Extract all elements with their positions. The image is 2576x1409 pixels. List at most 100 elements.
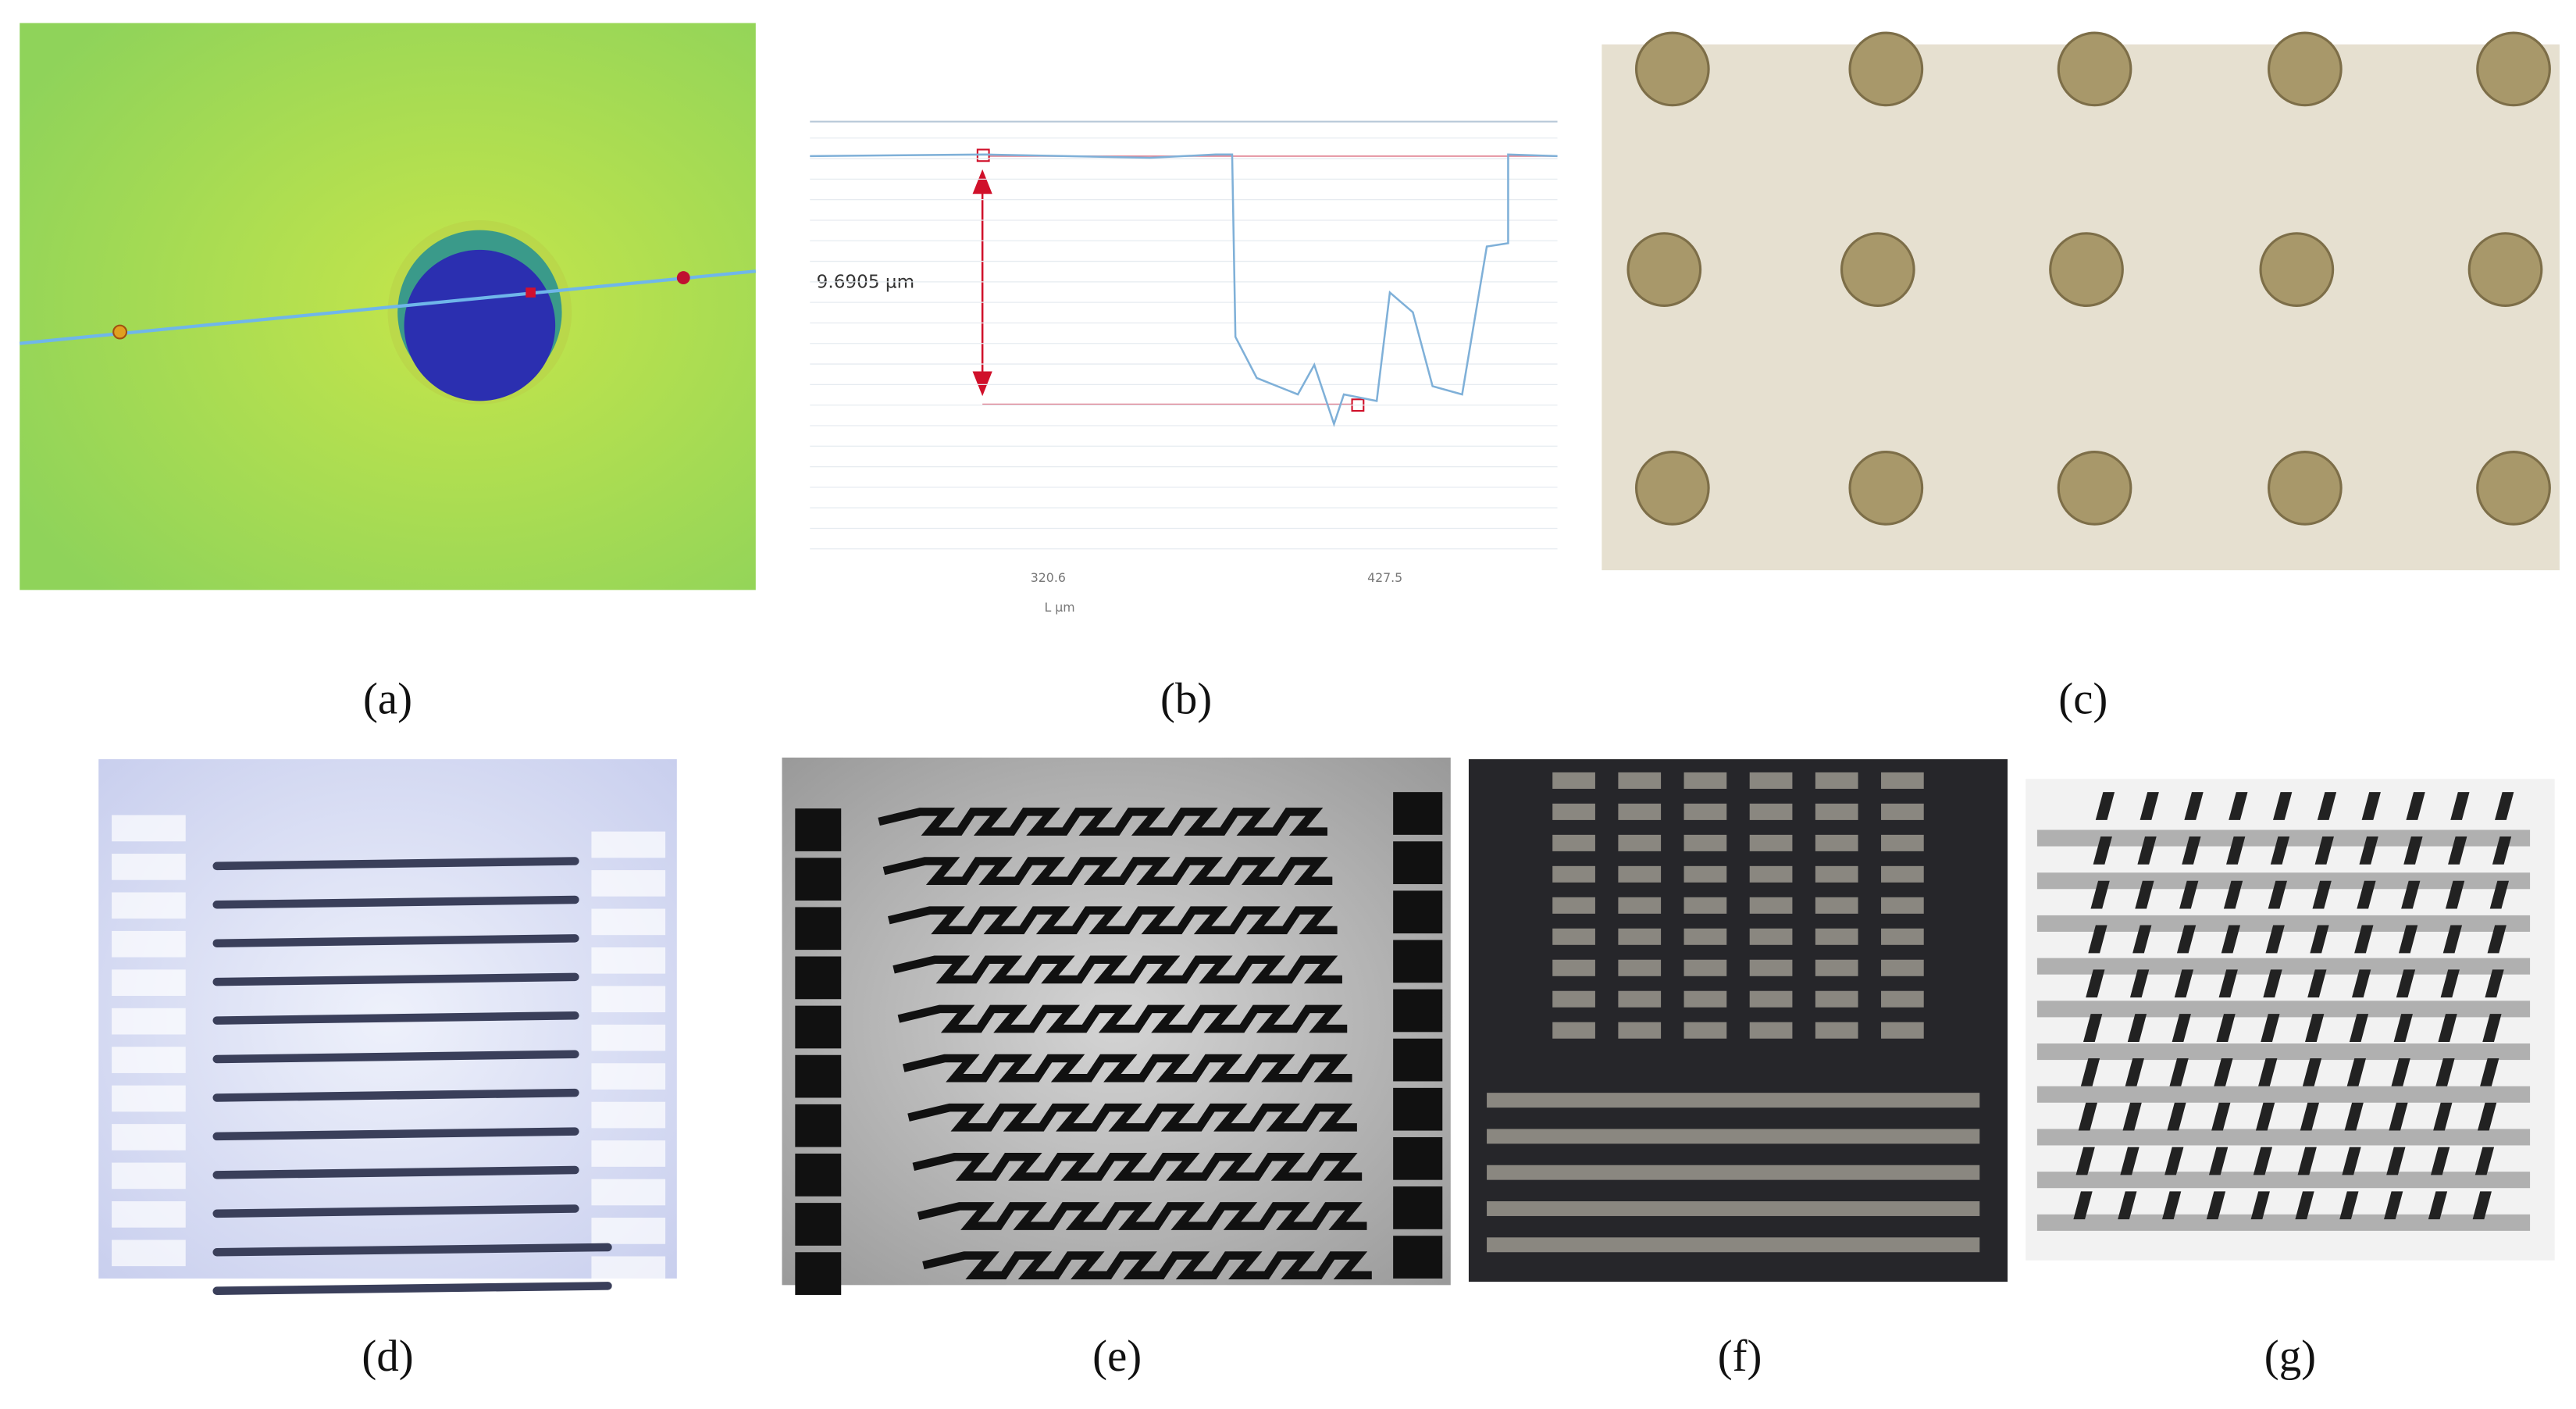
post	[2093, 836, 2112, 865]
trace	[1487, 1093, 1980, 1108]
pad	[591, 1140, 666, 1167]
panel-label: (b)	[1160, 675, 1212, 724]
opening	[1749, 772, 1793, 789]
trace	[912, 1152, 1363, 1181]
post	[2448, 836, 2467, 865]
post	[2221, 925, 2241, 954]
opening	[1552, 772, 1595, 789]
trace	[917, 1202, 1367, 1230]
post	[2118, 1191, 2137, 1220]
pad	[591, 1063, 666, 1090]
opening	[1618, 834, 1662, 851]
pad	[795, 1203, 842, 1246]
opening	[1815, 897, 1858, 914]
opening	[1881, 897, 1924, 914]
opening	[1815, 865, 1858, 883]
panel-e	[782, 757, 1451, 1295]
post	[2218, 969, 2238, 998]
post	[2086, 969, 2105, 998]
post	[2182, 836, 2201, 865]
dot	[1840, 232, 1915, 307]
pad	[795, 1252, 842, 1295]
post	[2137, 836, 2157, 865]
pad	[795, 956, 842, 1000]
panel-g	[2026, 779, 2555, 1261]
opening	[1683, 928, 1727, 945]
panel-label: (a)	[363, 675, 412, 724]
opening	[1683, 803, 1727, 820]
opening	[1815, 834, 1858, 851]
pad	[795, 1104, 842, 1147]
opening	[1618, 959, 1662, 976]
post	[2474, 1147, 2495, 1175]
post	[2351, 969, 2371, 998]
opening	[1552, 959, 1595, 976]
post	[2226, 836, 2246, 865]
trace	[878, 808, 1327, 836]
dot	[1848, 451, 1924, 526]
post	[2176, 925, 2197, 954]
trace	[1487, 1237, 1980, 1253]
post	[2361, 792, 2381, 820]
post	[2450, 792, 2470, 820]
pad	[112, 815, 186, 842]
trace	[212, 895, 579, 909]
post	[2440, 969, 2460, 998]
pad	[1393, 989, 1443, 1033]
opening	[1683, 897, 1727, 914]
post	[2295, 1191, 2314, 1220]
opening	[1881, 1022, 1924, 1039]
post	[2161, 1191, 2182, 1220]
trace	[212, 1165, 579, 1179]
post	[2167, 1102, 2186, 1131]
opening	[1618, 990, 1662, 1008]
panel-d	[98, 759, 677, 1295]
post	[2305, 1014, 2325, 1042]
post	[2314, 836, 2334, 865]
post	[2127, 1014, 2147, 1042]
opening	[1881, 803, 1924, 820]
pad	[591, 986, 666, 1013]
pad	[795, 907, 842, 951]
opening	[1683, 959, 1727, 976]
post	[2406, 792, 2425, 820]
opening	[1881, 834, 1924, 851]
dot	[1634, 31, 1710, 107]
trace	[2036, 1129, 2531, 1146]
x-axis-label: L µm	[1044, 600, 1074, 615]
post	[2487, 925, 2507, 954]
opening	[1552, 1022, 1595, 1039]
post	[2389, 1102, 2408, 1131]
opening	[1618, 772, 1662, 789]
post	[2357, 880, 2376, 909]
post	[2122, 1102, 2142, 1131]
trace	[888, 906, 1338, 935]
opening	[1815, 1022, 1858, 1039]
pad	[112, 930, 186, 958]
opening	[1552, 990, 1595, 1008]
post	[2216, 1014, 2236, 1042]
post	[2073, 1191, 2093, 1220]
panel-a	[20, 23, 757, 590]
opening	[1749, 803, 1793, 820]
dot	[2476, 451, 2551, 526]
post	[2083, 1014, 2103, 1042]
opening	[1815, 928, 1858, 945]
pad	[795, 1054, 842, 1098]
dot	[2267, 451, 2343, 526]
post	[2482, 1014, 2502, 1042]
post	[2492, 836, 2512, 865]
trace	[2036, 1001, 2531, 1018]
x-tick-label: 320.6	[1031, 570, 1066, 585]
pad	[591, 1256, 666, 1283]
dot	[1848, 31, 1924, 107]
post	[2310, 925, 2329, 954]
trace	[893, 955, 1342, 984]
post	[2354, 925, 2374, 954]
pad	[112, 969, 186, 997]
post	[2307, 969, 2327, 998]
post	[2184, 792, 2204, 820]
pad	[1393, 1236, 1443, 1279]
post	[2342, 1147, 2361, 1175]
